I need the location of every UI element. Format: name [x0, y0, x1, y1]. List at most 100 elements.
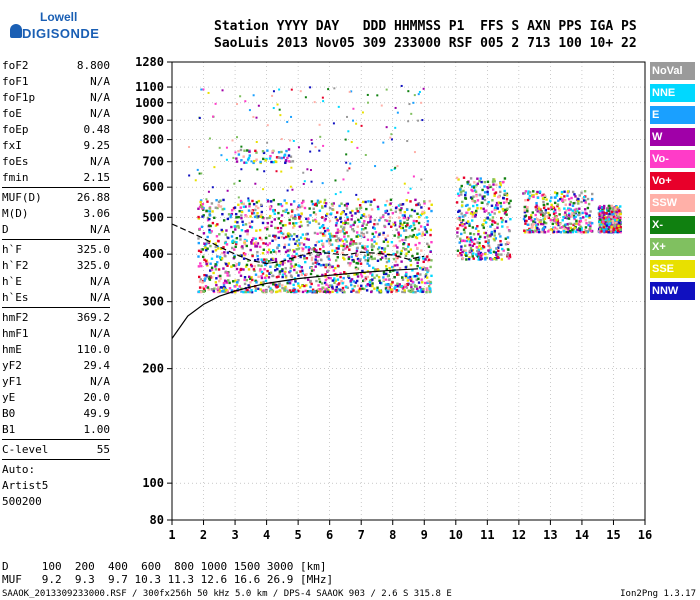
- echo-mark: [427, 259, 430, 263]
- echo-mark: [309, 214, 312, 217]
- echo-mark: [563, 213, 566, 216]
- echo-mark: [615, 227, 619, 230]
- x-tick-label: 12: [512, 528, 526, 542]
- echo-mark: [326, 270, 329, 273]
- echo-mark: [277, 283, 281, 286]
- echo-mark: [430, 259, 433, 262]
- echo-mark: [542, 218, 546, 222]
- echo-mark: [397, 204, 401, 207]
- echo-mark: [533, 221, 537, 224]
- echo-mark: [397, 236, 400, 239]
- echo-mark: [373, 257, 377, 260]
- echo-mark: [265, 262, 268, 265]
- echo-mark: [427, 269, 430, 272]
- echo-mark: [494, 191, 498, 194]
- echo-mark: [345, 207, 349, 210]
- echo-mark: [409, 290, 413, 294]
- echo-mark: [615, 229, 619, 233]
- echo-mark: [292, 222, 295, 225]
- echo-mark: [612, 224, 615, 227]
- echo-mark: [538, 207, 541, 210]
- echo-mark: [280, 150, 283, 154]
- echo-mark: [611, 212, 615, 216]
- param-value: N/A: [90, 375, 110, 388]
- echo-mark: [425, 273, 428, 276]
- echo-mark: [269, 281, 272, 285]
- echo-mark: [355, 193, 358, 196]
- param-row: yF1 N/A: [2, 374, 110, 390]
- echo-mark: [365, 284, 368, 288]
- echo-mark: [398, 208, 401, 211]
- echo-mark: [298, 215, 301, 219]
- echo-mark: [619, 230, 622, 234]
- echo-mark: [613, 216, 616, 220]
- echo-mark: [500, 216, 503, 220]
- echo-mark: [344, 219, 347, 223]
- echo-mark: [226, 271, 229, 275]
- echo-mark: [495, 183, 498, 187]
- echo-mark: [309, 285, 312, 289]
- echo-mark: [426, 270, 429, 274]
- echo-mark: [331, 235, 335, 238]
- echo-mark: [613, 225, 616, 228]
- echo-mark: [552, 206, 556, 209]
- echo-mark: [365, 207, 368, 211]
- echo-mark: [315, 290, 319, 294]
- echo-mark: [320, 239, 323, 243]
- echo-mark: [327, 285, 331, 289]
- echo-mark: [248, 290, 252, 294]
- echo-mark: [202, 88, 205, 91]
- echo-mark: [469, 246, 473, 250]
- echo-mark: [276, 156, 280, 159]
- echo-mark: [609, 209, 612, 213]
- echo-mark: [321, 232, 325, 236]
- echo-mark: [616, 216, 620, 219]
- echo-mark: [505, 197, 509, 201]
- echo-mark: [575, 219, 578, 223]
- echo-mark: [391, 269, 395, 272]
- echo-mark: [555, 194, 559, 197]
- echo-mark: [210, 230, 213, 233]
- echo-mark: [504, 192, 507, 196]
- echo-mark: [270, 224, 273, 227]
- echo-mark: [208, 213, 211, 216]
- echo-mark: [222, 283, 226, 286]
- echo-mark: [333, 277, 336, 280]
- echo-mark: [408, 289, 411, 293]
- echo-mark: [315, 262, 319, 265]
- echo-mark: [418, 232, 421, 236]
- echo-mark: [271, 274, 274, 278]
- echo-mark: [293, 290, 296, 294]
- legend-item: X-: [650, 216, 695, 234]
- echo-mark: [372, 245, 375, 248]
- echo-mark: [488, 250, 491, 254]
- echo-mark: [600, 206, 604, 209]
- echo-mark: [563, 224, 567, 227]
- echo-mark: [335, 250, 339, 254]
- echo-mark: [616, 211, 620, 215]
- param-value: N/A: [90, 107, 110, 120]
- echo-mark: [317, 287, 321, 291]
- echo-mark: [616, 216, 619, 220]
- echo-mark: [321, 290, 325, 294]
- echo-mark: [489, 248, 492, 251]
- echo-mark: [426, 255, 429, 258]
- echo-mark: [610, 224, 613, 227]
- echo-mark: [429, 287, 432, 290]
- echo-mark: [281, 287, 284, 290]
- echo-mark: [542, 197, 545, 200]
- echo-mark: [266, 198, 269, 202]
- echo-mark: [280, 138, 283, 141]
- echo-mark: [615, 206, 619, 209]
- echo-mark: [274, 265, 277, 268]
- echo-mark: [288, 281, 292, 285]
- echo-mark: [619, 228, 622, 231]
- echo-mark: [260, 210, 264, 214]
- echo-mark: [607, 227, 610, 231]
- echo-mark: [601, 216, 605, 219]
- echo-mark: [484, 256, 487, 260]
- echo-mark: [343, 232, 346, 235]
- echo-mark: [501, 225, 504, 228]
- echo-mark: [209, 231, 212, 234]
- echo-mark: [562, 216, 565, 219]
